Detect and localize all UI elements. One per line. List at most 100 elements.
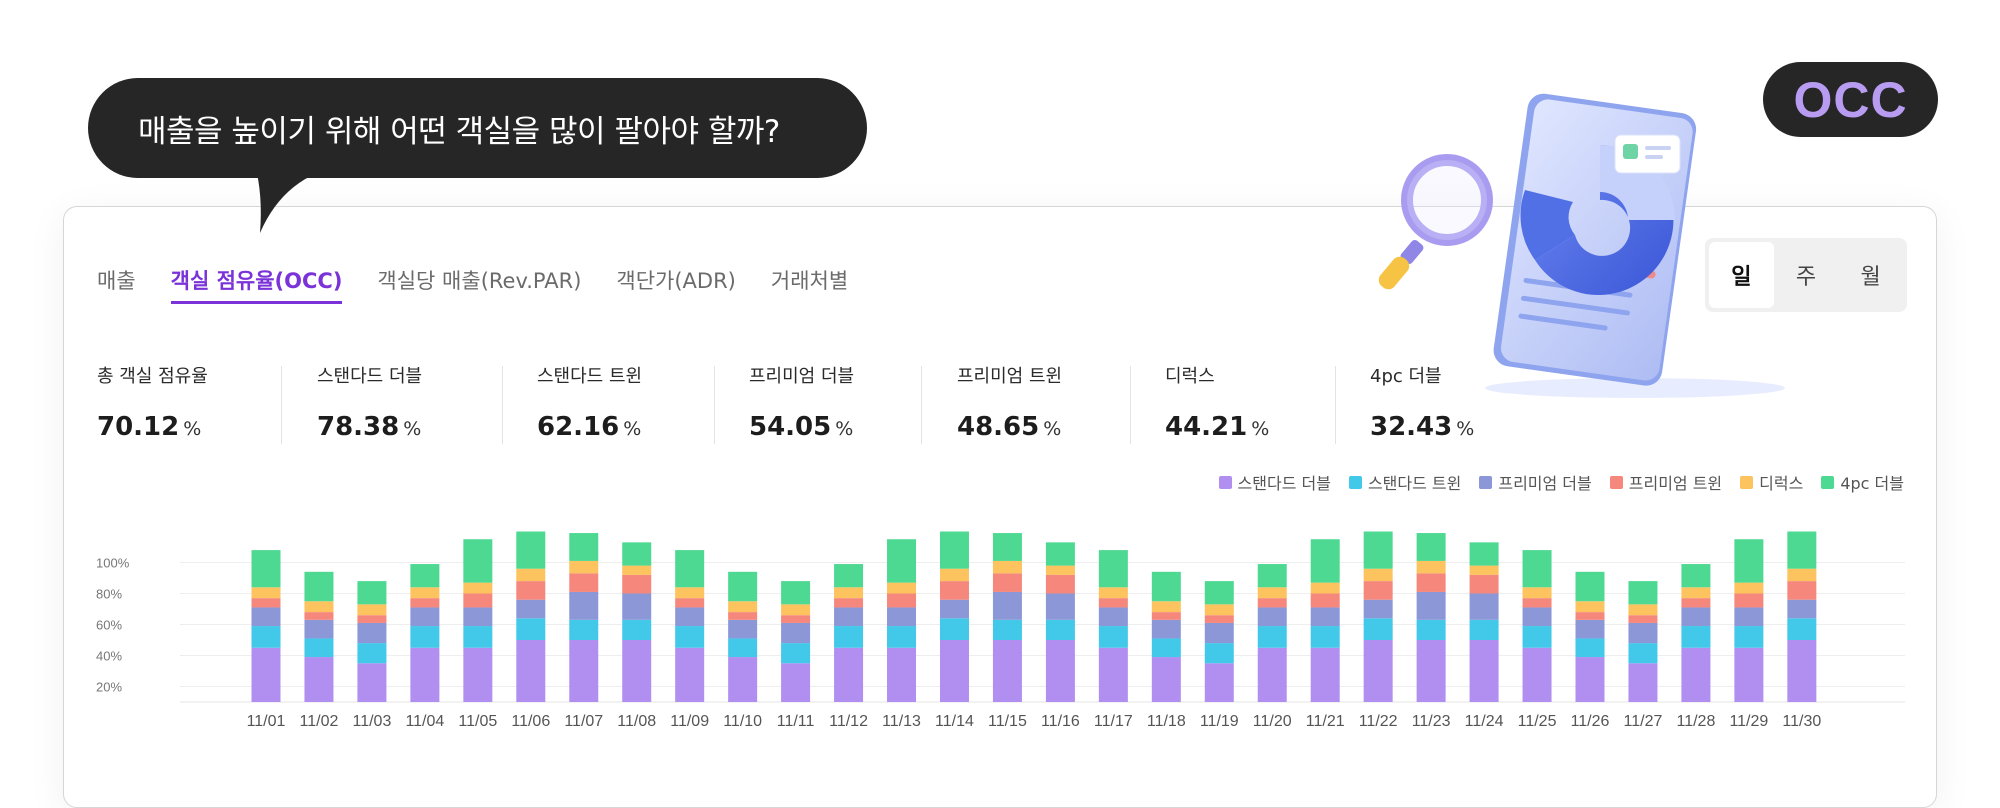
bar-segment (1416, 560, 1446, 574)
tab-adr[interactable]: 객단가(ADR) (616, 269, 736, 293)
stat-label: 프리미엄 더블 (749, 366, 855, 387)
bar-segment (251, 607, 281, 627)
bar-segment (357, 622, 387, 644)
bar-segment (1734, 582, 1764, 594)
legend-swatch (1348, 475, 1362, 489)
bar-segment (834, 647, 864, 702)
bar-segment (675, 587, 705, 599)
bar-segment (1204, 615, 1234, 623)
bar-segment (357, 581, 387, 605)
x-tick-label: 11/18 (1147, 713, 1186, 730)
tab-occupancy[interactable]: 객실 점유율(OCC) (170, 265, 343, 304)
tab-revpar[interactable]: 객실당 매출(Rev.PAR) (377, 269, 582, 293)
bar-segment (1098, 598, 1128, 608)
bar-segment (304, 601, 334, 613)
x-tick-label: 11/26 (1571, 713, 1610, 730)
bar-segment (1575, 657, 1605, 702)
bar-segment (834, 626, 864, 648)
period-week-button[interactable]: 주 (1795, 265, 1817, 290)
bar-segment (675, 626, 705, 648)
stat-divider (502, 366, 503, 444)
bar-segment (1681, 598, 1711, 608)
bar-segment (887, 607, 917, 627)
bar-segment (1363, 640, 1393, 702)
bar-segment (728, 601, 758, 613)
tab-revenue[interactable]: 매출 (97, 269, 136, 293)
x-tick-label: 11/10 (723, 713, 762, 730)
bar-segment (1734, 593, 1764, 608)
x-tick-label: 11/09 (670, 713, 709, 730)
bar-segment (781, 615, 811, 623)
stat-unit: % (403, 418, 422, 440)
bar-segment (1045, 542, 1075, 566)
bar-segment (357, 615, 387, 623)
y-tick-label: 60% (96, 618, 122, 633)
bar-segment (251, 587, 281, 599)
x-tick-label: 11/16 (1041, 713, 1080, 730)
bar-segment (622, 542, 652, 566)
legend-item: 스탠다드 더블 (1218, 470, 1331, 494)
bar-segment (1098, 587, 1128, 599)
bar-segment (516, 531, 546, 569)
legend-label: 스탠다드 트윈 (1367, 474, 1462, 493)
bar-segment (463, 593, 493, 608)
bar-segment (569, 533, 599, 561)
x-tick-label: 11/02 (300, 713, 339, 730)
bar-segment (1151, 638, 1181, 658)
bar-segment (1469, 542, 1499, 566)
x-tick-label: 11/29 (1729, 713, 1768, 730)
x-tick-label: 11/08 (617, 713, 656, 730)
bar-segment (410, 607, 440, 627)
bar-segment (1098, 550, 1128, 588)
bar-segment (251, 598, 281, 608)
bar-segment (675, 647, 705, 702)
legend-label: 프리미엄 트윈 (1628, 474, 1723, 493)
x-tick-label: 11/04 (405, 713, 444, 730)
bar-segment (1151, 601, 1181, 613)
stat-standard-double: 스탠다드 더블 78.38% (317, 362, 422, 444)
bar-segment (1575, 612, 1605, 620)
bar-segment (1310, 607, 1340, 627)
bar-segment (463, 607, 493, 627)
bar-segment (1204, 643, 1234, 664)
phone-analytics-illustration (1378, 93, 1785, 398)
bar-segment (1151, 619, 1181, 639)
chart-legend: 스탠다드 더블 스탠다드 트윈 프리미엄 더블 프리미엄 트윈 디럭스 4pc … (1218, 470, 1904, 494)
bar-segment (781, 622, 811, 644)
stat-unit: % (623, 418, 642, 440)
stat-label: 프리미엄 트윈 (957, 366, 1063, 387)
legend-item: 프리미엄 더블 (1479, 470, 1592, 494)
bar-segment (410, 564, 440, 588)
bar-segment (516, 581, 546, 600)
tab-by-client[interactable]: 거래처별 (770, 269, 849, 293)
bar-segment (1045, 574, 1075, 594)
speech-bubble: 매출을 높이기 위해 어떤 객실을 많이 팔아야 할까? (88, 78, 867, 178)
bar-segment (992, 533, 1022, 561)
stat-unit: % (1043, 418, 1062, 440)
bar-segment (1575, 638, 1605, 658)
bar-segment (887, 647, 917, 702)
bar-segment (251, 550, 281, 588)
bar-segment (1310, 539, 1340, 583)
bar-segment (1469, 619, 1499, 640)
bar-segment (992, 560, 1022, 574)
bar-segment (1522, 626, 1552, 648)
period-day-button[interactable]: 일 (1709, 242, 1774, 308)
bar-segment (1628, 581, 1658, 605)
legend-swatch (1218, 475, 1232, 489)
bar-segment (1204, 622, 1234, 644)
bar-segment (1469, 574, 1499, 594)
bar-segment (304, 612, 334, 620)
bar-segment (1204, 581, 1234, 605)
bar-segment (1469, 565, 1499, 575)
bar-segment (1257, 564, 1287, 588)
x-tick-label: 11/12 (829, 713, 868, 730)
stat-divider (921, 366, 922, 444)
x-tick-label: 11/20 (1253, 713, 1292, 730)
period-month-button[interactable]: 월 (1860, 265, 1881, 290)
bar-segment (887, 539, 917, 583)
bar-segment (728, 619, 758, 639)
legend-swatch (1609, 475, 1623, 489)
legend-label: 프리미엄 더블 (1498, 474, 1592, 493)
bar-segment (1416, 640, 1446, 702)
